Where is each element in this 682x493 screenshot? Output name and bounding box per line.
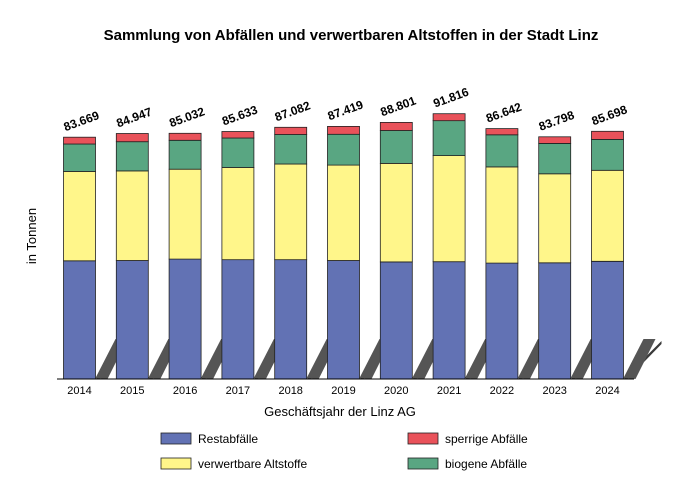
bar-segment bbox=[115, 141, 149, 172]
bar-total-label: 91.816 bbox=[431, 85, 471, 111]
legend-swatch bbox=[407, 432, 439, 445]
bar-segment bbox=[63, 143, 96, 172]
bar-shadow bbox=[623, 339, 656, 379]
x-tick-label: 2017 bbox=[226, 385, 250, 397]
legend-label: sperrige Abfälle bbox=[445, 432, 528, 446]
bar-total-label: 85.698 bbox=[590, 102, 630, 128]
bar-segment bbox=[327, 164, 360, 261]
x-tick-label: 2021 bbox=[437, 385, 461, 397]
bar-total-label: 83.669 bbox=[62, 108, 102, 134]
bar-segment bbox=[274, 134, 308, 165]
plot-area: 83.669 2014 84.947 2015 85.032 2016 85.633 2017… bbox=[62, 85, 662, 397]
legend-swatch bbox=[160, 457, 192, 470]
bar-total-label: 88.801 bbox=[379, 93, 419, 119]
legend-swatch bbox=[160, 432, 192, 445]
legend-label: biogene Abfälle bbox=[445, 457, 527, 471]
bar-segment bbox=[221, 259, 255, 380]
x-tick-label: 2024 bbox=[595, 385, 619, 397]
bar-segment bbox=[221, 137, 255, 168]
bar-segment bbox=[168, 258, 202, 380]
x-tick-label: 2018 bbox=[278, 385, 302, 397]
x-tick-label: 2020 bbox=[384, 385, 408, 397]
x-tick-label: 2016 bbox=[173, 385, 197, 397]
bar-segment bbox=[168, 168, 202, 260]
chart-title: Sammlung von Abfällen und verwertbaren A… bbox=[104, 27, 599, 44]
bar-segment bbox=[538, 173, 572, 264]
bar-segment bbox=[115, 260, 149, 380]
bar-segment bbox=[63, 136, 96, 145]
x-tick-label: 2019 bbox=[331, 385, 355, 397]
bar-segment bbox=[432, 261, 466, 380]
bar-total-label: 85.032 bbox=[167, 104, 207, 130]
legend: Restabfälle sperrige Abfälle verwertbare A… bbox=[160, 432, 528, 471]
bar-segment bbox=[379, 122, 413, 131]
bar-segment bbox=[485, 128, 519, 136]
bar-segment bbox=[274, 163, 308, 261]
bar-segment bbox=[591, 138, 624, 171]
bar-segment bbox=[432, 120, 466, 156]
bar-segment bbox=[274, 126, 308, 135]
bar-total-label: 85.633 bbox=[220, 103, 260, 129]
bar-segment bbox=[432, 113, 466, 122]
bar-segment bbox=[485, 166, 519, 264]
bar-segment bbox=[591, 260, 624, 380]
bar-segment bbox=[327, 133, 360, 166]
bar-segment bbox=[538, 262, 572, 380]
x-tick-label: 2015 bbox=[120, 385, 144, 397]
bar-segment bbox=[485, 134, 519, 168]
bar-total-label: 87.082 bbox=[273, 98, 313, 124]
bar-total-label: 83.798 bbox=[537, 108, 577, 134]
legend-swatch bbox=[407, 457, 439, 470]
bar-segment bbox=[63, 171, 96, 262]
bar-segment bbox=[63, 260, 96, 380]
bar-segment bbox=[274, 259, 308, 380]
bar-segment bbox=[538, 143, 572, 175]
bar-segment bbox=[221, 131, 255, 139]
bar-segment bbox=[168, 139, 202, 170]
bar-segment bbox=[327, 126, 360, 135]
bar-segment bbox=[327, 260, 360, 380]
x-tick-label: 2022 bbox=[490, 385, 514, 397]
x-axis-title: Geschäftsjahr der Linz AG bbox=[264, 404, 416, 419]
bar-segment bbox=[379, 130, 413, 164]
bar-segment bbox=[168, 132, 202, 141]
legend-label: verwertbare Altstoffe bbox=[198, 457, 307, 471]
bar-segment bbox=[591, 130, 624, 140]
bar-segment bbox=[485, 262, 519, 380]
bar-segment bbox=[379, 162, 413, 263]
x-tick-label: 2014 bbox=[67, 385, 91, 397]
bar-segment bbox=[538, 136, 572, 144]
bar-total-label: 87.419 bbox=[326, 97, 366, 123]
bar-segment bbox=[115, 170, 149, 261]
bar-segment bbox=[115, 133, 149, 143]
bar-total-label: 84.947 bbox=[115, 105, 155, 131]
x-tick-label: 2023 bbox=[542, 385, 566, 397]
bar-total-label: 86.642 bbox=[484, 100, 524, 126]
y-axis-title: in Tonnen bbox=[24, 208, 39, 264]
bar-segment bbox=[221, 167, 255, 261]
bar-segment bbox=[432, 155, 466, 263]
legend-label: Restabfälle bbox=[198, 432, 258, 446]
bar-segment bbox=[591, 169, 624, 262]
bar-segment bbox=[379, 261, 413, 380]
